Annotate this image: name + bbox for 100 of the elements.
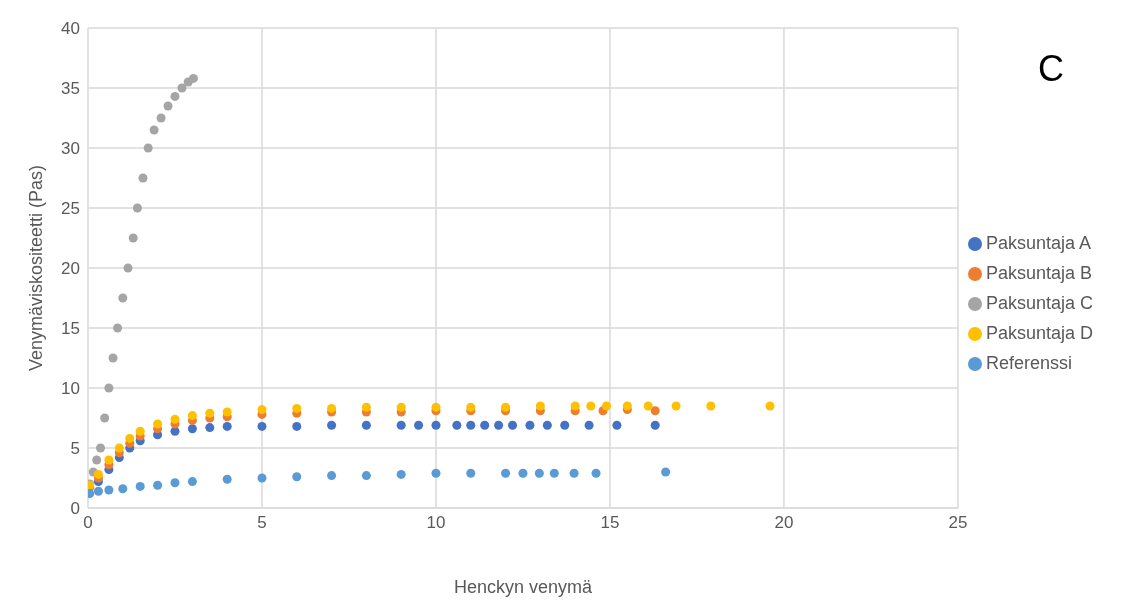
x-tick-label: 25 [948, 513, 968, 533]
point [466, 468, 476, 478]
point [118, 293, 128, 303]
point [292, 403, 302, 413]
point [257, 421, 267, 431]
point [257, 405, 267, 415]
point [292, 421, 302, 431]
point [361, 420, 371, 430]
point [114, 443, 124, 453]
y-tick-label: 0 [70, 499, 80, 519]
y-tick-label: 25 [61, 199, 80, 219]
point [586, 401, 596, 411]
point [518, 468, 528, 478]
point [205, 408, 215, 418]
legend-label: Paksuntaja A [985, 233, 1092, 253]
point [643, 401, 653, 411]
point [591, 468, 601, 478]
point [222, 474, 232, 484]
point [431, 468, 441, 478]
x-tick-label: 15 [600, 513, 620, 533]
legend-label: Referenssi [985, 353, 1072, 373]
point [138, 173, 148, 183]
point [222, 421, 232, 431]
y-tick-label: 30 [61, 139, 80, 159]
point [706, 401, 716, 411]
point [535, 401, 545, 411]
point [508, 420, 518, 430]
y-tick-label: 35 [61, 79, 80, 99]
point [622, 401, 632, 411]
point [104, 455, 114, 465]
point [612, 420, 622, 430]
point [671, 401, 681, 411]
point [361, 471, 371, 481]
legend-label: Paksuntaja C [985, 293, 1093, 313]
point [414, 420, 424, 430]
point [650, 420, 660, 430]
point [396, 402, 406, 412]
legend-label: Paksuntaja B [985, 263, 1093, 283]
point [128, 233, 138, 243]
point [188, 73, 198, 83]
y-axis-title: Venymäviskositeetti (Pas) [26, 164, 47, 372]
point [123, 263, 133, 273]
y-tick-label: 5 [70, 439, 80, 459]
x-tick-label: 5 [257, 513, 267, 533]
point [494, 420, 504, 430]
point [765, 401, 775, 411]
x-tick-label: 0 [83, 513, 93, 533]
point [584, 420, 594, 430]
point [327, 403, 337, 413]
point [153, 419, 163, 429]
legend-label: Paksuntaja D [985, 323, 1093, 343]
point [569, 468, 579, 478]
point [257, 473, 267, 483]
x-axis-title: Henckyn venymä [453, 576, 593, 597]
point [542, 420, 552, 430]
point [560, 420, 570, 430]
point [104, 485, 114, 495]
point [327, 471, 337, 481]
x-tick-label: 20 [774, 513, 794, 533]
point [361, 402, 371, 412]
text: C [1038, 48, 1064, 90]
point [534, 468, 544, 478]
point [222, 407, 232, 417]
y-tick-label: 15 [61, 319, 80, 339]
point [118, 484, 128, 494]
point [431, 420, 441, 430]
point [452, 420, 462, 430]
point [96, 443, 106, 453]
point [466, 402, 476, 412]
point [525, 420, 535, 430]
point [132, 203, 142, 213]
point [396, 420, 406, 430]
point [149, 125, 159, 135]
y-tick-label: 20 [61, 259, 80, 279]
point [93, 486, 103, 496]
point [100, 413, 110, 423]
point [601, 401, 611, 411]
point [92, 455, 102, 465]
point [480, 420, 490, 430]
point [135, 426, 145, 436]
point [396, 469, 406, 479]
point [156, 113, 166, 123]
point [170, 478, 180, 488]
y-tick-label: 40 [61, 19, 80, 39]
point [187, 411, 197, 421]
point [466, 420, 476, 430]
point [170, 414, 180, 424]
x-tick-label: 10 [426, 513, 446, 533]
point [93, 469, 103, 479]
point [163, 101, 173, 111]
point [501, 468, 511, 478]
point [570, 401, 580, 411]
point [187, 424, 197, 434]
point [135, 481, 145, 491]
point [501, 402, 511, 412]
point [549, 468, 559, 478]
point [125, 433, 135, 443]
point [431, 402, 441, 412]
point [104, 383, 114, 393]
point [661, 467, 671, 477]
